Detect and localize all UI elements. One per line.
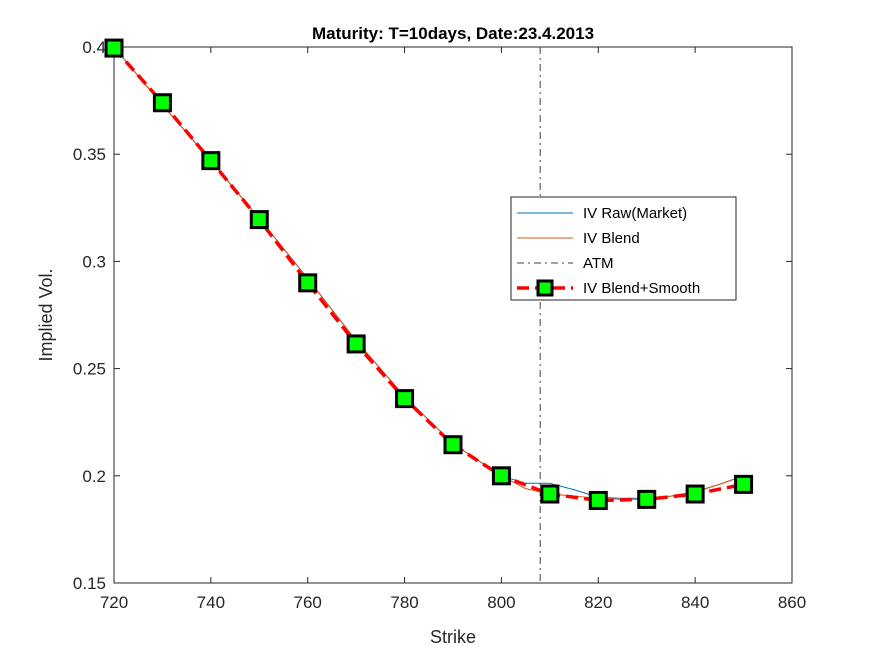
x-tick-label: 740 — [197, 593, 225, 612]
x-tick-label: 760 — [294, 593, 322, 612]
data-point-marker — [734, 474, 754, 494]
y-tick-label: 0.15 — [73, 574, 106, 593]
data-point-marker — [443, 435, 463, 455]
x-tick-label: 860 — [778, 593, 806, 612]
data-point-marker — [395, 389, 415, 409]
y-tick-label: 0.4 — [82, 38, 106, 57]
y-tick-label: 0.35 — [73, 145, 106, 164]
y-tick-label: 0.2 — [82, 467, 106, 486]
legend-label: IV Blend+Smooth — [583, 280, 700, 297]
y-tick-label: 0.25 — [73, 360, 106, 379]
x-tick-label: 840 — [681, 593, 709, 612]
data-point-marker — [588, 490, 608, 510]
data-point-marker — [346, 334, 366, 354]
data-point-marker — [201, 151, 221, 171]
chart-title: Maturity: T=10days, Date:23.4.2013 — [312, 24, 594, 43]
y-tick-label: 0.3 — [82, 252, 106, 271]
legend-label: ATM — [583, 255, 614, 272]
data-point-marker — [685, 484, 705, 504]
data-point-marker — [104, 38, 124, 58]
x-axis-label: Strike — [430, 627, 476, 647]
legend-marker — [536, 279, 554, 297]
data-point-marker — [637, 489, 657, 509]
y-axis-label: Implied Vol. — [36, 268, 56, 361]
x-tick-label: 720 — [100, 593, 128, 612]
data-point-marker — [491, 466, 511, 486]
legend-label: IV Blend — [583, 230, 640, 247]
legend: IV Raw(Market) IV Blend ATM IV Blend+Smooth — [510, 196, 737, 301]
y-axis: 0.15 0.2 0.25 0.3 0.35 0.4 — [73, 38, 792, 593]
data-point-marker — [249, 210, 269, 230]
data-point-marker — [298, 273, 318, 293]
legend-label: IV Raw(Market) — [583, 205, 687, 222]
x-tick-label: 800 — [487, 593, 515, 612]
x-axis: 720 740 760 780 800 820 840 860 — [100, 47, 806, 612]
data-point-marker — [540, 484, 560, 504]
series-layer — [104, 38, 754, 583]
data-point-marker — [152, 93, 172, 113]
x-tick-label: 780 — [390, 593, 418, 612]
plot-area — [113, 46, 793, 584]
x-tick-label: 820 — [584, 593, 612, 612]
